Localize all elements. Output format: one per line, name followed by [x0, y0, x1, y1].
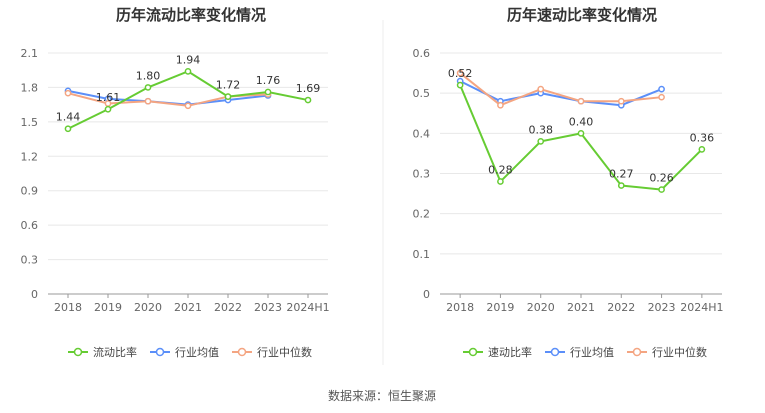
- y-tick-label: 0.2: [413, 208, 431, 221]
- data-point: [144, 97, 152, 105]
- data-point: [104, 105, 112, 113]
- data-point: [456, 81, 464, 89]
- y-tick-label: 0.6: [413, 47, 431, 60]
- y-tick-label: 1.5: [21, 116, 39, 129]
- y-tick-label: 0.5: [413, 87, 431, 100]
- data-label: 1.61: [96, 91, 121, 104]
- data-label: 1.72: [216, 79, 241, 92]
- y-tick-label: 0.3: [21, 254, 39, 267]
- legend-marker: [632, 347, 642, 357]
- y-tick-label: 0: [31, 288, 38, 301]
- y-tick-label: 1.2: [21, 150, 39, 163]
- x-tick-label: 2021: [567, 301, 595, 314]
- data-point: [537, 85, 545, 93]
- y-tick-label: 0.4: [413, 127, 431, 140]
- series-line-2: [459, 80, 662, 107]
- x-tick-label: 2023: [254, 301, 282, 314]
- data-point: [577, 97, 585, 105]
- y-tick-label: 0.3: [413, 168, 431, 181]
- data-label: 1.94: [176, 53, 201, 66]
- chart-panel-2: 历年速动比率变化情况 0 0.1 0.2 0.3 0.4 0.5 0.6 2018 2019 202…: [413, 6, 724, 359]
- legend-label: 行业均值: [570, 346, 614, 359]
- data-point: [224, 93, 232, 100]
- data-label: 1.69: [296, 82, 321, 95]
- y-tick-label: 0: [423, 288, 430, 301]
- legend-label: 流动比率: [93, 345, 137, 359]
- y-tick-label: 0.6: [21, 219, 39, 232]
- data-point: [497, 101, 504, 109]
- data-label: 1.80: [136, 69, 161, 82]
- legend-label: 行业中位数: [652, 345, 707, 359]
- legend-marker: [550, 347, 560, 357]
- data-label: 0.40: [569, 115, 594, 128]
- data-point: [537, 138, 545, 145]
- legend-marker: [155, 347, 165, 357]
- x-tick-label: 2021: [174, 301, 202, 314]
- data-point: [658, 186, 665, 193]
- data-point: [456, 69, 464, 77]
- legend-marker: [237, 347, 247, 357]
- data-label: 0.36: [690, 131, 715, 144]
- data-point: [658, 93, 665, 101]
- x-tick-label: 2019: [94, 301, 122, 314]
- x-tick-label: 2024H1: [680, 301, 723, 314]
- chart-title: 历年流动比率变化情况: [116, 6, 266, 24]
- data-point: [617, 97, 625, 105]
- data-point: [698, 146, 706, 153]
- data-point: [304, 96, 312, 104]
- x-tick-label: 2018: [446, 301, 474, 314]
- x-tick-label: 2022: [214, 301, 242, 314]
- legend-marker: [468, 347, 478, 357]
- chart-panel-1: 历年流动比率变化情况 0 0.3 0.6 0.9 1.2 1.5 1.8 2.1 2018 2019…: [21, 6, 330, 359]
- y-tick-label: 0.9: [21, 185, 39, 198]
- series-line-3: [459, 72, 662, 107]
- data-point: [64, 89, 72, 97]
- x-tick-label: 2022: [607, 301, 635, 314]
- legend-label: 行业中位数: [257, 345, 312, 359]
- data-source-label: 数据来源：恒生聚源: [328, 388, 436, 403]
- data-label: 1.76: [256, 74, 281, 87]
- x-tick-label: 2024H1: [286, 301, 329, 314]
- data-point: [577, 129, 585, 137]
- y-tick-label: 2.1: [21, 47, 39, 60]
- data-label: 1.44: [56, 111, 81, 124]
- data-point: [184, 102, 192, 110]
- data-point: [264, 88, 272, 96]
- x-tick-label: 2020: [527, 301, 555, 314]
- legend-marker: [73, 347, 83, 357]
- data-label: 0.52: [448, 67, 473, 80]
- data-label: 0.26: [649, 172, 674, 185]
- data-point: [617, 182, 625, 189]
- x-tick-label: 2020: [134, 301, 162, 314]
- data-point: [64, 125, 72, 133]
- data-point: [144, 84, 152, 91]
- data-label: 0.27: [609, 168, 634, 181]
- data-label: 0.28: [488, 164, 513, 177]
- data-label: 0.38: [528, 123, 553, 136]
- y-tick-label: 1.8: [21, 81, 39, 94]
- x-tick-label: 2023: [648, 301, 676, 314]
- x-tick-label: 2018: [54, 301, 82, 314]
- data-point: [497, 178, 504, 185]
- x-tick-label: 2019: [486, 301, 514, 314]
- legend-label: 行业均值: [175, 346, 219, 359]
- chart-title: 历年速动比率变化情况: [507, 6, 657, 24]
- data-point: [658, 85, 665, 93]
- legend-label: 速动比率: [488, 345, 532, 359]
- data-point: [184, 68, 192, 75]
- y-tick-label: 0.1: [413, 248, 431, 261]
